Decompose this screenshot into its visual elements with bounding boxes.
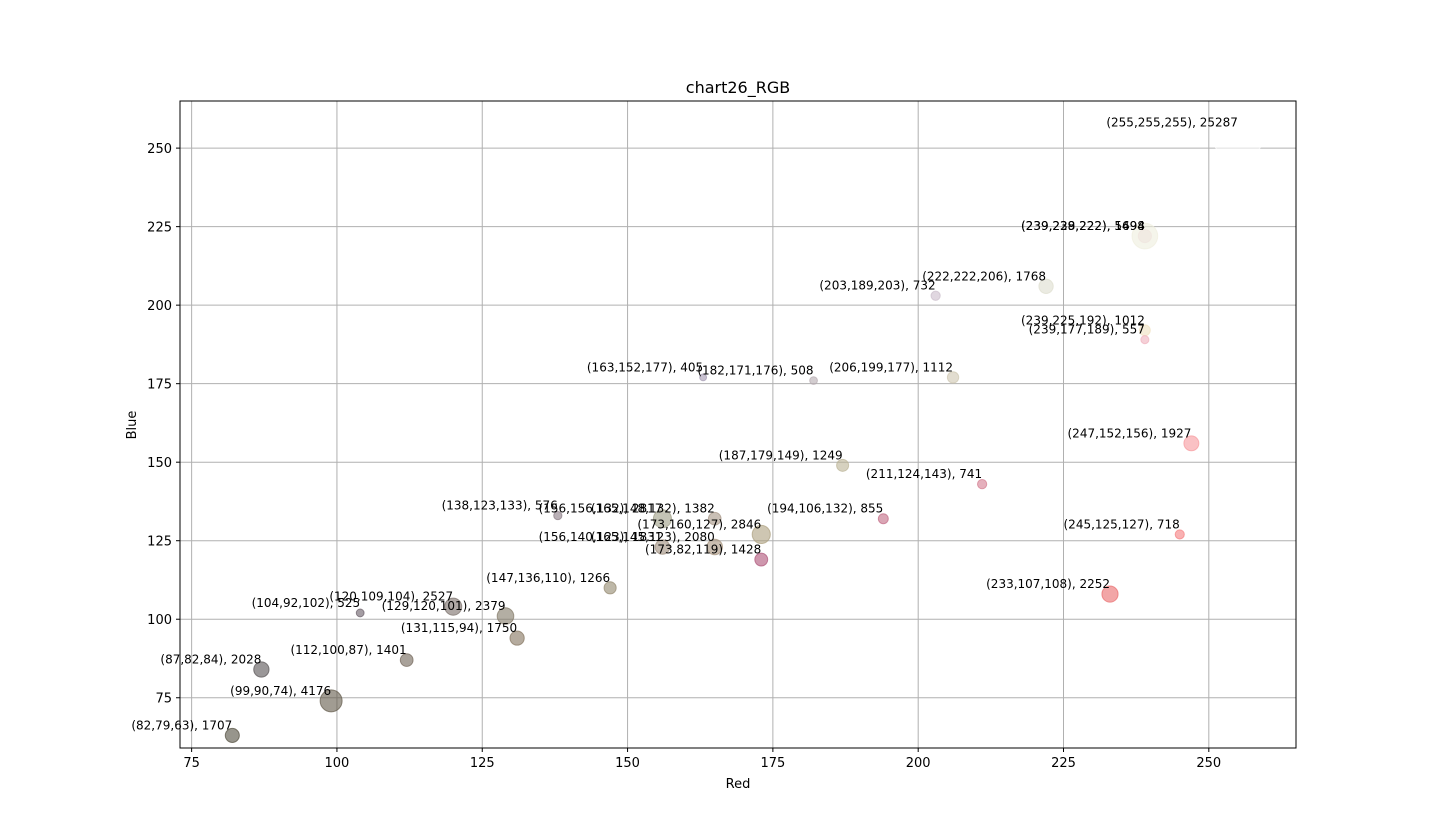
point-label: (239,239,222), 5698	[1021, 219, 1145, 233]
point-label: (194,106,132), 855	[767, 502, 883, 516]
x-tick-label: 100	[325, 756, 350, 771]
data-point	[444, 597, 463, 616]
data-point	[399, 653, 414, 667]
point-label: (112,100,87), 1401	[290, 643, 406, 657]
data-point	[654, 539, 671, 555]
point-label: (120,109,104), 2527	[329, 590, 453, 604]
data-point	[930, 290, 941, 301]
data-point	[1137, 228, 1152, 244]
point-label: (99,90,74), 4176	[230, 684, 331, 698]
data-point	[836, 458, 850, 472]
point-label: (239,228,222), 1494	[1021, 219, 1145, 233]
data-point	[553, 511, 563, 521]
data-point	[355, 608, 365, 618]
point-label: (233,107,108), 2252	[986, 577, 1110, 591]
point-label: (165,145,123), 2080	[591, 530, 715, 544]
point-label: (239,177,189), 557	[1029, 323, 1145, 337]
x-tick-label: 200	[906, 756, 931, 771]
y-tick-label: 175	[147, 378, 172, 393]
data-point	[699, 373, 708, 382]
data-point	[253, 661, 270, 678]
chart-title: chart26_RGB	[686, 78, 790, 98]
point-label: (222,222,206), 1768	[922, 269, 1046, 283]
point-label: (173,160,127), 2846	[637, 517, 761, 531]
point-label: (156,140,123), 1831	[539, 530, 663, 544]
point-label: (163,152,177), 405	[587, 360, 703, 374]
point-label: (165,148,132), 1382	[591, 502, 715, 516]
point-label: (206,199,177), 1112	[829, 360, 953, 374]
data-point	[509, 630, 525, 646]
plot-frame	[179, 100, 1297, 749]
data-point	[1140, 335, 1150, 345]
point-label: (239,225,192), 1012	[1021, 313, 1145, 327]
point-label: (131,115,94), 1750	[401, 621, 517, 635]
point-label: (211,124,143), 741	[866, 467, 982, 481]
grid	[180, 101, 1296, 748]
data-point	[877, 513, 889, 525]
data-point	[707, 511, 722, 526]
point-label: (203,189,203), 732	[819, 279, 935, 293]
x-tick-label: 250	[1196, 756, 1221, 771]
x-tick-label: 75	[183, 756, 200, 771]
y-tick-label: 200	[147, 299, 172, 314]
data-points	[224, 104, 1266, 743]
x-tick-label: 125	[470, 756, 495, 771]
y-tick-label: 125	[147, 535, 172, 550]
x-tick-label: 175	[760, 756, 785, 771]
data-point	[706, 538, 724, 556]
data-point	[976, 479, 988, 490]
y-tick-label: 225	[147, 221, 172, 236]
point-label: (247,152,156), 1927	[1068, 426, 1192, 440]
point-label: (187,179,149), 1249	[719, 448, 843, 462]
data-point	[809, 376, 818, 385]
data-point	[1210, 104, 1266, 160]
point-label: (82,79,63), 1707	[131, 718, 232, 732]
data-point	[496, 607, 515, 625]
data-point	[1174, 529, 1185, 540]
point-label: (156,156,132), 2817	[539, 502, 663, 516]
data-point	[1038, 278, 1054, 294]
y-axis-title: Blue	[125, 411, 140, 440]
y-tick-label: 75	[155, 692, 172, 707]
x-tick-label: 225	[1051, 756, 1076, 771]
point-label: (182,171,176), 508	[697, 364, 813, 378]
data-point	[224, 727, 240, 743]
data-point	[319, 689, 343, 713]
y-tick-label: 100	[147, 613, 172, 628]
x-tick-label: 150	[615, 756, 640, 771]
data-point	[652, 509, 672, 529]
point-label: (138,123,133), 576	[442, 499, 558, 513]
data-point	[946, 371, 960, 384]
point-label: (255,255,255), 25287	[1106, 115, 1238, 129]
data-point	[754, 552, 769, 567]
data-point	[751, 524, 771, 544]
data-point	[1183, 435, 1200, 452]
axis-ticks: 75 100 125 150 175 200 225 250 75 100 125 150 175 200…	[147, 142, 1221, 771]
data-point	[603, 581, 617, 595]
y-tick-label: 250	[147, 142, 172, 157]
point-label: (147,136,110), 1266	[486, 571, 610, 585]
point-labels: (255,255,255), 25287(239,228,222), 1494(…	[131, 115, 1238, 732]
x-axis-title: Red	[726, 777, 751, 792]
point-label: (173,82,119), 1428	[645, 543, 761, 557]
point-label: (245,125,127), 718	[1064, 517, 1180, 531]
point-label: (87,82,84), 2028	[160, 652, 261, 666]
data-point	[1101, 585, 1119, 603]
y-tick-label: 150	[147, 456, 172, 471]
point-label: (104,92,102), 525	[252, 596, 361, 610]
point-label: (129,120,101), 2379	[382, 599, 506, 613]
